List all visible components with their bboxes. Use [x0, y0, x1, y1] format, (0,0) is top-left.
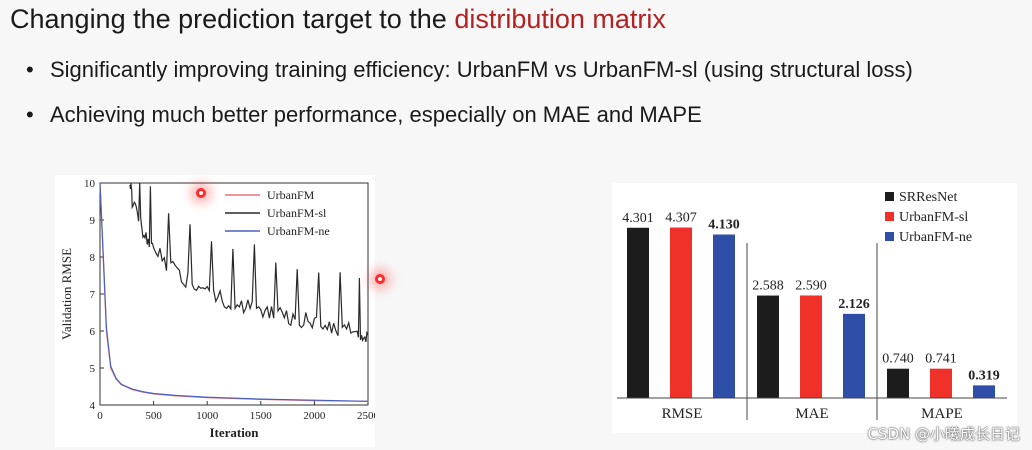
laser-pointer-dot	[375, 274, 385, 284]
x-axis-label: Iteration	[209, 425, 259, 440]
x-tick-label: 500	[145, 410, 162, 422]
legend-label: SRResNet	[899, 190, 957, 205]
data-point	[131, 388, 133, 390]
data-point	[153, 392, 155, 395]
data-point	[260, 398, 262, 400]
series-line-urbanfm-ne	[99, 182, 369, 402]
category-label: MAE	[795, 406, 828, 422]
bar-value-label: 0.740	[882, 352, 914, 367]
y-axis-label: Validation RMSE	[59, 248, 74, 340]
bar	[800, 295, 822, 398]
legend-label: UrbanFM-ne	[899, 230, 972, 245]
y-tick-label: 4	[90, 400, 96, 412]
bar-chart: RMSE 4.301 4.307 4.130 MAE 2.588 2.590 2.126 MAP…	[612, 183, 1017, 433]
bar	[670, 227, 692, 398]
series-line-urbanfm-sl	[129, 182, 369, 343]
data-point	[102, 252, 104, 254]
bar-value-label: 2.588	[752, 279, 784, 294]
legend-label: UrbanFM	[267, 188, 315, 202]
legend-swatch	[885, 212, 894, 221]
bar-value-label: 4.130	[708, 218, 740, 233]
y-tick-label: 10	[84, 178, 96, 190]
x-tick-label: 2500	[357, 410, 375, 422]
bar	[887, 368, 909, 398]
legend-swatch	[885, 192, 894, 201]
bar-value-label: 4.301	[622, 211, 654, 226]
x-tick-label: 1500	[250, 410, 272, 422]
data-point	[206, 396, 208, 398]
bar	[627, 227, 649, 398]
laser-pointer-dot	[196, 188, 206, 198]
y-tick-label: 6	[90, 326, 96, 338]
bullet-item: Achieving much better performance, espec…	[26, 101, 913, 146]
y-tick-label: 7	[90, 289, 96, 301]
legend-swatch	[885, 232, 894, 241]
x-tick-label: 0	[97, 410, 103, 422]
y-tick-label: 9	[90, 215, 96, 227]
x-tick-label: 1000	[196, 410, 219, 422]
bullet-list: Significantly improving training efficie…	[26, 56, 913, 146]
data-point	[313, 399, 315, 401]
legend-label: UrbanFM-sl	[267, 206, 327, 220]
legend-label: UrbanFM-sl	[899, 210, 968, 225]
bar-value-label: 2.126	[838, 297, 870, 312]
data-point	[142, 391, 144, 393]
bar-value-label: 0.319	[968, 368, 1000, 383]
bar-value-label: 0.741	[925, 352, 957, 367]
bar	[843, 313, 865, 398]
line-chart: 0 500 1000 1500 2000 2500 4 5 6 7 8 9 10 Iteration Val…	[55, 175, 375, 447]
bar	[973, 385, 995, 398]
legend-label: UrbanFM-ne	[267, 224, 330, 238]
slide-title: Changing the prediction target to the di…	[10, 4, 666, 35]
watermark: CSDN @小曦成长日记	[867, 425, 1020, 443]
data-point	[105, 326, 108, 328]
bar-value-label: 4.307	[665, 211, 697, 226]
bar	[713, 234, 735, 398]
data-point	[115, 377, 117, 379]
data-point	[110, 365, 112, 367]
data-point	[120, 383, 123, 385]
title-text: Changing the prediction target to the	[10, 4, 455, 34]
category-label: MAPE	[921, 406, 963, 422]
data-point	[174, 394, 176, 396]
bar-value-label: 2.590	[795, 278, 827, 293]
y-tick-label: 5	[90, 363, 96, 375]
title-highlight: distribution matrix	[454, 4, 666, 34]
bullet-item: Significantly improving training efficie…	[26, 56, 913, 101]
chart-background	[55, 175, 375, 447]
category-label: RMSE	[662, 406, 703, 422]
bar	[930, 368, 952, 398]
data-point	[99, 182, 101, 184]
data-point	[367, 400, 369, 402]
x-tick-label: 2000	[303, 410, 326, 422]
bar	[757, 295, 779, 398]
y-tick-label: 8	[90, 252, 96, 264]
